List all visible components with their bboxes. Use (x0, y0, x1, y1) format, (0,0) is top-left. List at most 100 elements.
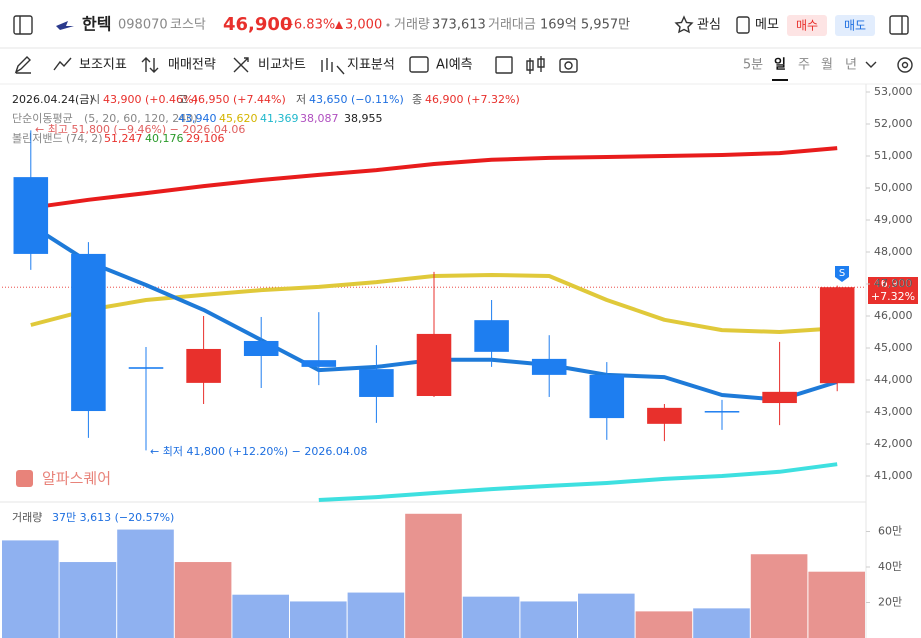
ohlc-label: 종 (412, 93, 422, 106)
volume-bar (520, 601, 577, 638)
ma-value: 38,955 (344, 112, 383, 125)
volume-label: 거래량 (394, 18, 430, 33)
stock-name: 한텍 (82, 15, 111, 34)
volume-bar (2, 540, 59, 638)
indicator-line (318, 462, 838, 502)
y-tick-label: 51,000 (874, 149, 913, 162)
price-tag-price: 46,900 (874, 277, 913, 290)
period-button[interactable]: 년 (845, 58, 857, 73)
sell-button[interactable]: 매도 (844, 19, 866, 33)
sell-button-bg[interactable] (835, 15, 875, 36)
candle-body (71, 253, 106, 412)
amount: 169억 5,957만 (540, 18, 630, 33)
watch-button[interactable]: 관심 (697, 18, 721, 33)
square-icon[interactable] (495, 56, 513, 74)
volume-bar (117, 529, 174, 638)
tool-button[interactable]: 비교차트 (258, 58, 306, 73)
tool-button[interactable]: AI예측 (436, 58, 473, 73)
bb-value: 29,106 (186, 132, 225, 145)
memo-button[interactable]: 메모 (755, 18, 779, 33)
volume-bar (405, 513, 462, 638)
period-button[interactable]: 월 (821, 58, 833, 73)
candle-body (589, 374, 625, 419)
volume-bar (290, 601, 347, 638)
tool-button[interactable]: 보조지표 (79, 58, 127, 73)
candle-body (762, 391, 797, 404)
volume-bar (693, 608, 750, 638)
bb-title: 볼린저밴드 (12, 132, 63, 145)
settings-center (901, 61, 909, 69)
badge[interactable] (835, 266, 849, 282)
price-tag-change: +7.32% (871, 290, 915, 303)
candle-body (186, 348, 221, 383)
period-button[interactable]: 주 (798, 58, 810, 73)
y-tick-label: 50,000 (874, 181, 913, 194)
period-button[interactable]: 일 (774, 58, 786, 73)
candle-body (128, 367, 164, 369)
candle-icon[interactable] (526, 56, 545, 74)
price: 46,900 (223, 14, 292, 35)
change: 3,000 (345, 18, 382, 33)
ai-icon (409, 56, 429, 73)
y-tick-label: 48,000 (874, 245, 913, 258)
watermark: 알파스퀘어 (42, 470, 111, 488)
tool-button[interactable]: 지표분석 (347, 58, 395, 73)
memo-icon (736, 16, 750, 34)
ohlc-value: 46,950 (+7.44%) (191, 93, 286, 106)
y-tick-label: 47,000 (874, 277, 913, 290)
volume-tick-label: 20만 (878, 596, 902, 609)
ohlc-value: 43,900 (+0.46%) (103, 93, 198, 106)
price-tag (868, 277, 918, 304)
volume-tick-label: 60만 (878, 525, 902, 538)
ma-value: 45,620 (219, 112, 258, 125)
bb-value: 51,247 (104, 132, 143, 145)
y-tick-label: 53,000 (874, 85, 913, 98)
volume: 373,613 (432, 18, 486, 33)
volume-bar (462, 596, 520, 638)
ma-title: 단순이동평균 (12, 112, 73, 125)
y-tick-label: 41,000 (874, 469, 913, 482)
compare-icon (233, 57, 249, 73)
panel-icon[interactable] (889, 15, 909, 35)
candle-body (301, 360, 337, 367)
volume-bar (750, 554, 808, 638)
volume-text: 37만 3,613 (−20.57%) (52, 511, 174, 524)
ohlc-value: 46,900 (+7.32%) (425, 93, 520, 106)
ohlc-value: 43,650 (−0.11%) (309, 93, 404, 106)
chevron[interactable] (865, 61, 877, 68)
bb-value: 40,176 (145, 132, 184, 145)
y-tick-label: 52,000 (874, 117, 913, 130)
plot (2, 130, 866, 502)
draw-icon[interactable] (14, 56, 31, 74)
badge-text: S (839, 268, 845, 279)
y-tick-label: 44,000 (874, 373, 913, 386)
bb-params: (74, 2) (66, 132, 103, 145)
camera-icon[interactable] (559, 58, 578, 73)
ohlc-label: 고 (178, 93, 188, 106)
volume-bar (635, 611, 693, 638)
volume-bar (578, 593, 635, 638)
up-arrow (335, 21, 343, 29)
camera-lens (564, 61, 573, 70)
buy-button-bg[interactable] (787, 15, 827, 36)
candle-body (819, 287, 855, 384)
period-button[interactable]: 5분 (743, 58, 763, 73)
buy-button[interactable]: 매수 (796, 19, 818, 33)
tool-button[interactable]: 매매전략 (168, 58, 216, 73)
settings-icon[interactable] (897, 57, 913, 73)
strategy-icon (141, 57, 159, 73)
sidebar-icon[interactable] (13, 15, 33, 35)
indicator-icon (53, 57, 72, 71)
ma-params: (5, 20, 60, 120, 240) (84, 112, 198, 125)
date: 2026.04.24(금) (12, 93, 94, 106)
volume-tick-label: 40만 (878, 560, 902, 573)
volume-bar (59, 562, 117, 638)
high-annotation: ← 최고 51,800 (−9.46%) − 2026.04.06 (35, 123, 245, 136)
y-tick-label: 46,000 (874, 309, 913, 322)
ohlc-label: 저 (296, 93, 306, 106)
y-tick-label: 49,000 (874, 213, 913, 226)
candle-body (416, 333, 452, 396)
ma-value: 38,087 (300, 112, 339, 125)
volume-bar (347, 592, 405, 638)
